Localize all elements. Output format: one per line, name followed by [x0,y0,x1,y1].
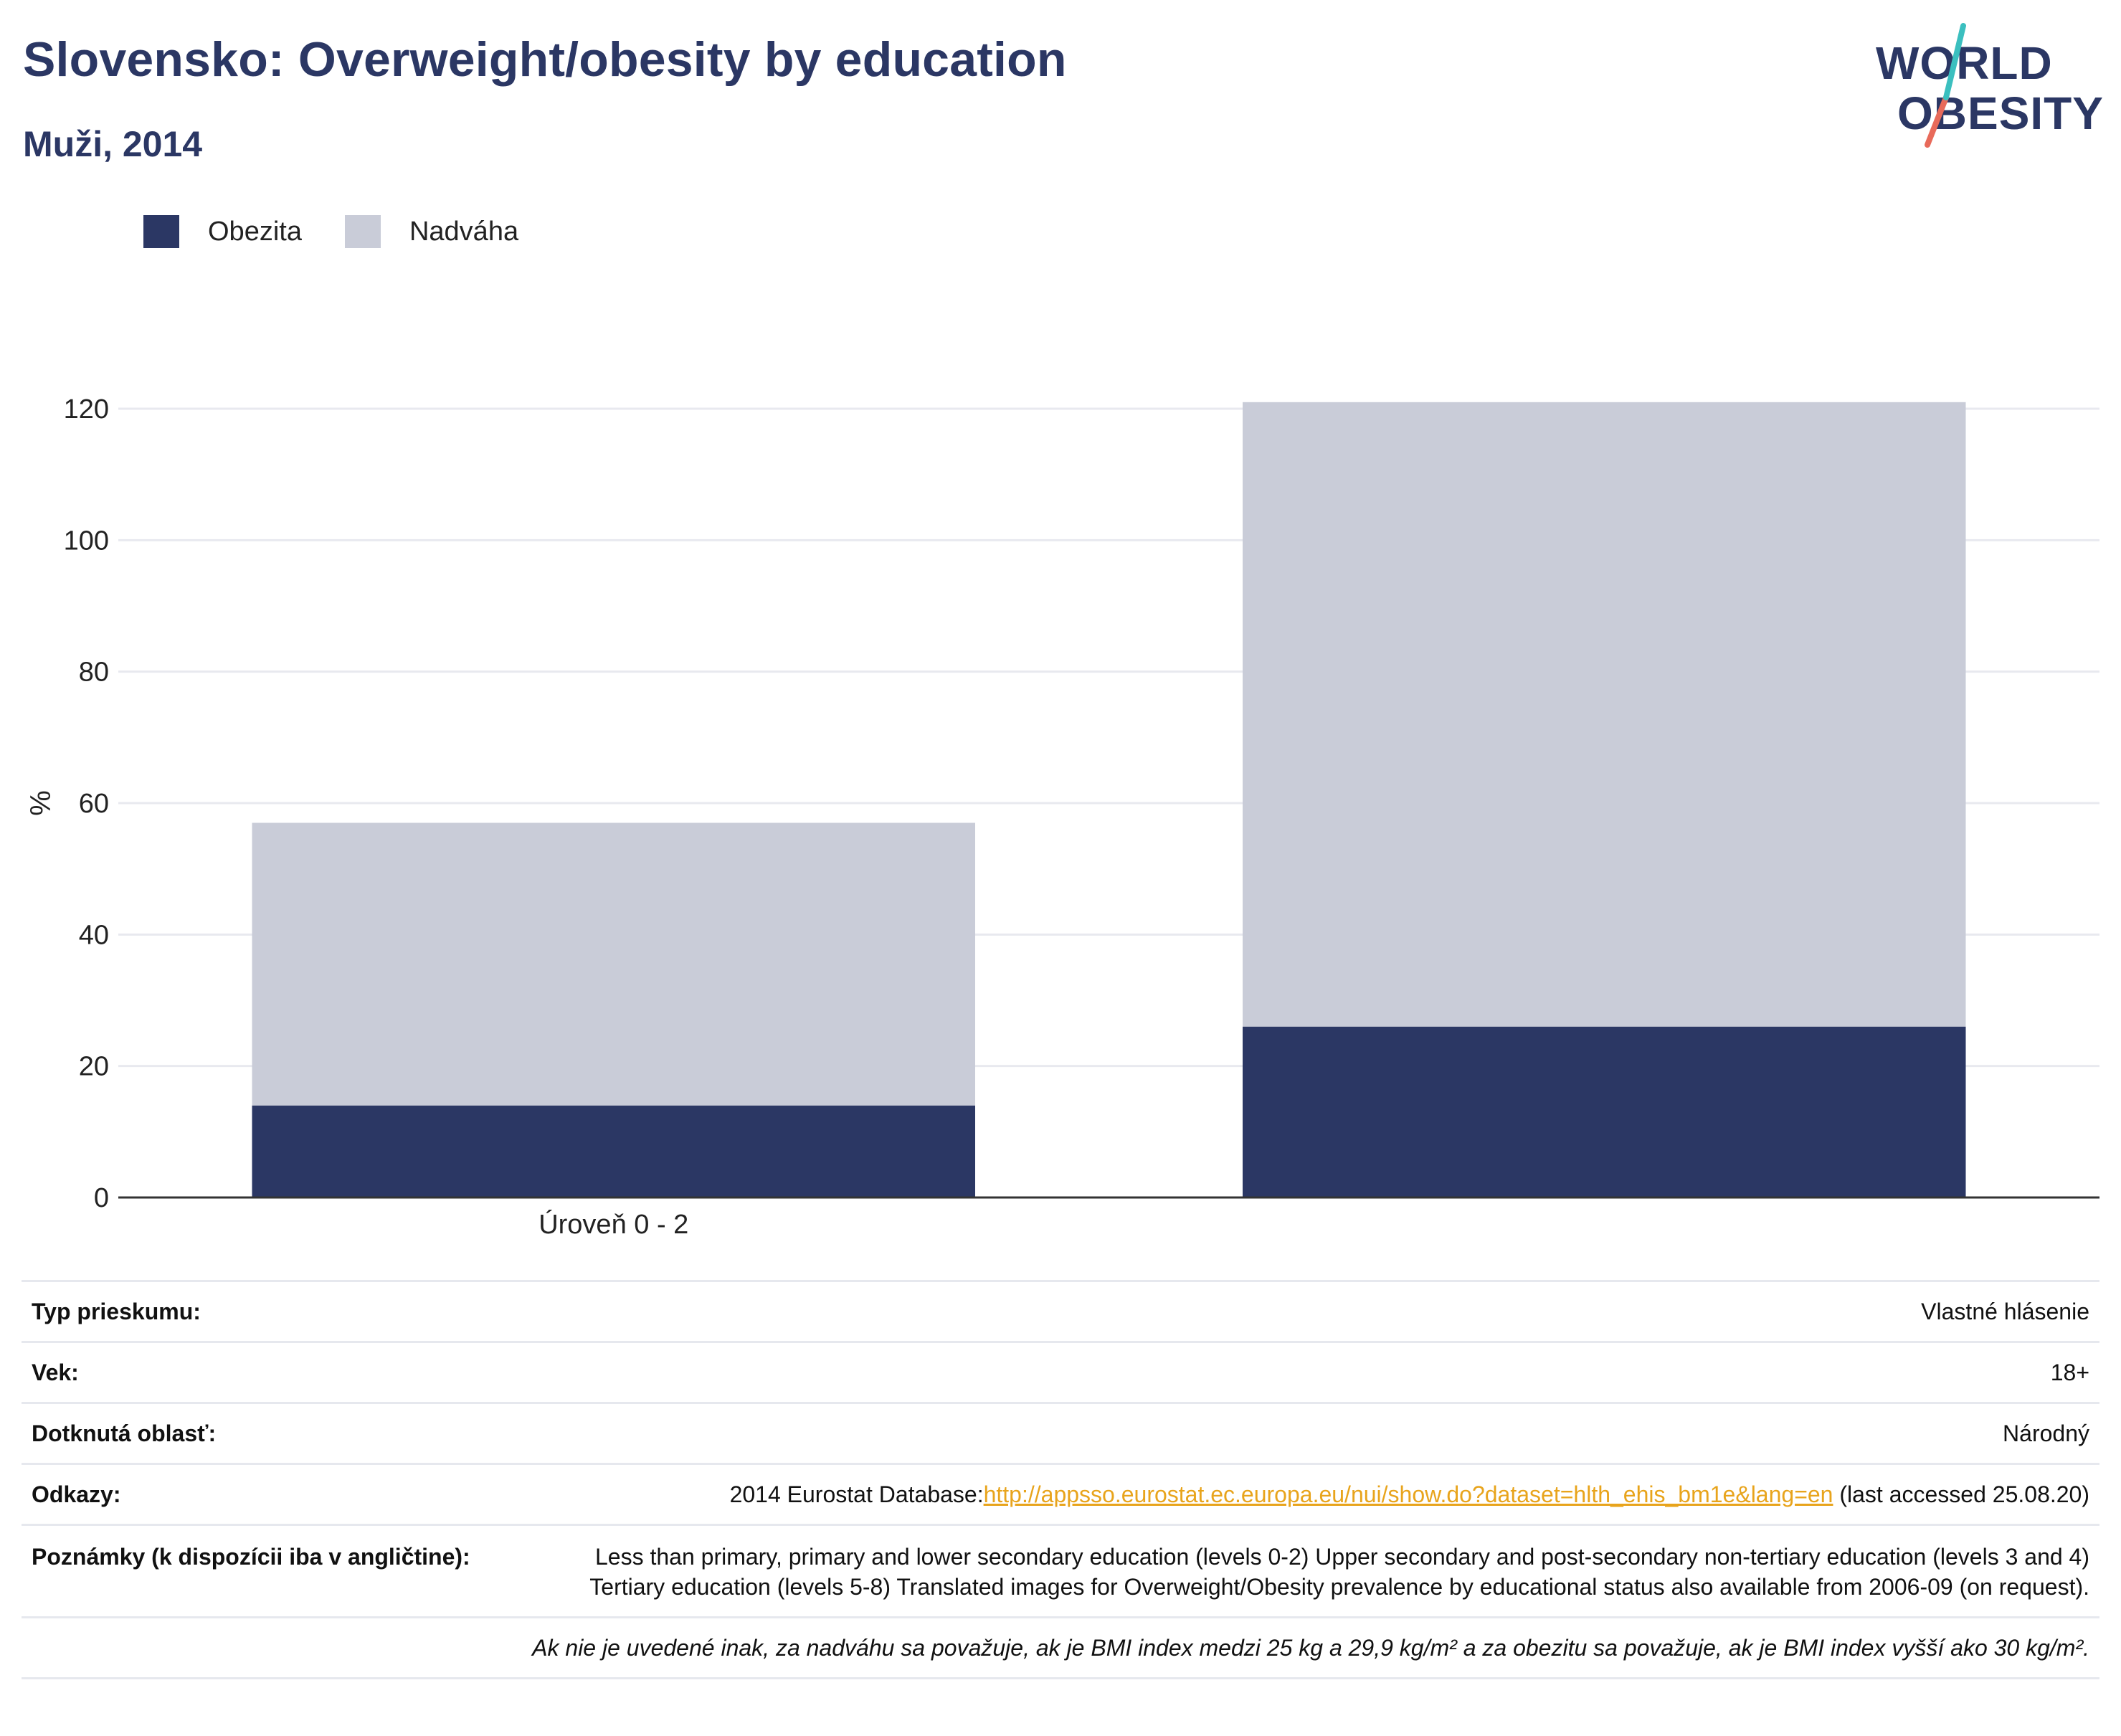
y-tick-label: 40 [79,920,109,950]
page-subtitle: Muži, 2014 [23,124,203,164]
y-tick-label: 80 [79,658,109,688]
bar-overweight [1243,402,1966,1027]
legend-item-overweight[interactable]: Nadváha [344,215,519,248]
age-value: 18+ [480,1341,2099,1403]
notes-value: Less than primary, primary and lower sec… [480,1524,2099,1618]
bar-chart: 0 20 40 60 80 100 120% Úroveň 0 - 2 [25,394,2099,1240]
logo-slash-icon [1925,23,1966,148]
legend-label-obesity: Obezita [208,216,302,247]
survey-type-label: Typ prieskumu: [22,1280,480,1342]
references-prefix: 2014 Eurostat Database: [729,1481,984,1507]
x-tick-label: Úroveň 0 - 2 [538,1209,688,1240]
y-tick-label: 120 [64,394,109,424]
legend-swatch-overweight [344,215,381,248]
page-title: Slovensko: Overweight/obesity by educati… [23,32,1067,87]
references-value: 2014 Eurostat Database:http://appsso.eur… [480,1463,2099,1525]
info-row-survey: Typ prieskumu: Vlastné hlásenie [22,1280,2099,1342]
y-axis-title: % [25,790,57,816]
y-tick-label: 0 [94,1183,109,1213]
info-row-references: Odkazy: 2014 Eurostat Database:http://ap… [22,1463,2099,1525]
legend-swatch-obesity [143,215,179,248]
info-row-area: Dotknutá oblasť: Národný [22,1402,2099,1464]
area-value: Národný [480,1402,2099,1464]
references-suffix: (last accessed 25.08.20) [1833,1481,2089,1507]
legend-item-obesity[interactable]: Obezita [143,215,302,248]
bar-overweight [252,822,975,1106]
references-label: Odkazy: [22,1463,480,1525]
bar-obesity [252,1105,975,1197]
legend-label-overweight: Nadváha [409,216,519,247]
footnote-text: Ak nie je uvedené inak, za nadváhu sa po… [22,1616,2099,1679]
world-obesity-logo: WORLD OBESITY [1871,22,2108,151]
info-table: Typ prieskumu: Vlastné hlásenie Vek: 18+… [22,1280,2099,1679]
survey-type-value: Vlastné hlásenie [480,1280,2099,1342]
bar-obesity [1243,1026,1966,1197]
area-label: Dotknutá oblasť: [22,1402,480,1464]
logo-line-1: WORLD [1876,37,2053,89]
y-tick-label: 60 [79,789,109,819]
info-row-age: Vek: 18+ [22,1341,2099,1403]
y-tick-label: 100 [64,526,109,556]
info-row-notes: Poznámky (k dispozícii iba v angličtine)… [22,1524,2099,1618]
notes-label: Poznámky (k dispozícii iba v angličtine)… [22,1524,480,1618]
chart-legend: Obezita Nadváha [143,214,561,250]
eurostat-link[interactable]: http://appsso.eurostat.ec.europa.eu/nui/… [983,1481,1833,1507]
y-tick-label: 20 [79,1052,109,1082]
info-row-footnote: Ak nie je uvedené inak, za nadváhu sa po… [22,1616,2099,1679]
age-label: Vek: [22,1341,480,1403]
